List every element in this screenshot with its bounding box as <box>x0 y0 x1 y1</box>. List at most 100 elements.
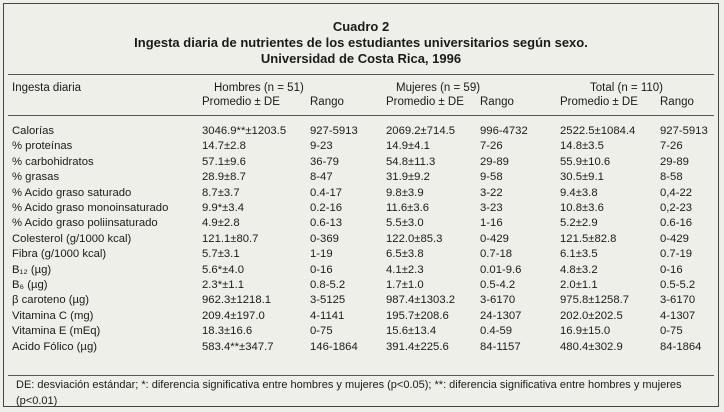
hombres-mean-cell: 3046.9**±1203.5 <box>202 125 287 137</box>
mujeres-mean-cell: 5.5±3.0 <box>386 217 424 230</box>
hombres-mean-cell: 962.3±1218.1 <box>202 294 272 307</box>
total-mean-cell: 975.8±1258.7 <box>560 294 630 307</box>
mujeres-mean-cell: 122.0±85.3 <box>386 232 443 245</box>
hombres-mean-cell: 121.1±80.7 <box>202 232 259 245</box>
hombres-range-cell: 0.8-5.2 <box>310 279 346 291</box>
total-range-cell: 7-26 <box>660 140 683 153</box>
group-header-total: Total (n = 110) <box>590 82 663 94</box>
hombres-mean-cell: 583.4**±347.7 <box>202 340 274 353</box>
total-mean-cell: 16.9±15.0 <box>560 325 611 338</box>
total-mean-cell: 480.4±302.9 <box>560 340 623 353</box>
table-row: B₆ (µg) 2.3*±1.1 0.8-5.2 1.7±1.0 0.5-4.2 2.0±… <box>4 278 718 293</box>
hombres-mean-cell: 4.9±2.8 <box>202 217 240 230</box>
total-mean-cell: 6.1±3.5 <box>560 248 598 261</box>
total-range-cell: 84-1864 <box>660 340 702 353</box>
row-label: Acido Fólico (µg) <box>12 340 97 353</box>
mujeres-range-cell: 1-16 <box>480 217 503 230</box>
hombres-range-cell: 3-5125 <box>310 294 346 307</box>
total-mean-cell: 14.8±3.5 <box>560 140 604 153</box>
row-label: Calorías <box>12 125 55 137</box>
table-subtitle: Universidad de Costa Rica, 1996 <box>260 51 462 66</box>
hombres-range-cell: 927-5913 <box>310 125 358 137</box>
total-mean-cell: 202.0±202.5 <box>560 309 623 322</box>
hombres-range-cell: 0.6-13 <box>310 217 343 230</box>
mean-header-mujeres: Promedio ± DE <box>386 96 464 108</box>
hombres-range-cell: 8-47 <box>310 171 333 184</box>
hombres-mean-cell: 28.9±8.7 <box>202 171 246 184</box>
mujeres-range-cell: 0.5-4.2 <box>480 279 516 291</box>
total-range-cell: 0-16 <box>660 263 683 276</box>
group-header-mujeres: Mujeres (n = 59) <box>396 82 481 94</box>
table-row: Vitamina E (mEq) 18.3±16.6 0-75 15.6±13.4 0.… <box>4 324 718 339</box>
row-label: Vitamina E (mEq) <box>12 325 101 338</box>
mujeres-mean-cell: 9.8±3.9 <box>386 186 424 199</box>
mujeres-mean-cell: 1.7±1.0 <box>386 279 424 291</box>
total-range-cell: 0.7-19 <box>660 248 693 261</box>
hombres-mean-cell: 209.4±197.0 <box>202 309 265 322</box>
mujeres-mean-cell: 15.6±13.4 <box>386 325 437 338</box>
total-range-cell: 0-75 <box>660 325 683 338</box>
total-mean-cell: 30.5±9.1 <box>560 171 604 184</box>
row-label: % carbohidratos <box>12 155 94 168</box>
mujeres-range-cell: 7-26 <box>480 140 503 153</box>
table-row: Calorías 3046.9**±1203.5 927-5913 2069.2±71… <box>4 124 718 139</box>
hombres-mean-cell: 5.6*±4.0 <box>202 263 245 276</box>
mujeres-mean-cell: 54.8±11.3 <box>386 155 436 168</box>
mujeres-range-cell: 996-4732 <box>480 125 528 137</box>
table-row: B₁₂ (µg) 5.6*±4.0 0-16 4.1±2.3 0.01-9.6 4.8±3… <box>4 263 718 278</box>
hombres-mean-cell: 8.7±3.7 <box>202 186 240 199</box>
mujeres-range-cell: 9-58 <box>480 171 503 184</box>
row-label: % proteínas <box>12 140 73 153</box>
hombres-mean-cell: 5.7±3.1 <box>202 248 240 261</box>
table-frame: Cuadro 2 Ingesta diaria de nutrientes de… <box>3 3 719 407</box>
hombres-mean-cell: 2.3*±1.1 <box>202 279 245 291</box>
total-mean-cell: 4.8±3.2 <box>560 263 598 276</box>
header-top-rule <box>8 74 714 75</box>
table-number: Cuadro 2 <box>332 19 390 34</box>
row-label: B₆ (µg) <box>12 279 48 291</box>
total-mean-cell: 55.9±10.6 <box>560 155 611 168</box>
total-range-cell: 927-5913 <box>660 125 708 137</box>
mujeres-range-cell: 24-1307 <box>480 309 522 322</box>
table-row: Colesterol (g/1000 kcal) 121.1±80.7 0-369 1… <box>4 232 718 247</box>
range-header-mujeres: Rango <box>480 96 514 108</box>
mujeres-mean-cell: 987.4±1303.2 <box>386 294 456 307</box>
mean-header-total: Promedio ± DE <box>560 96 638 108</box>
table-row: % Acido graso poliinsaturado 4.9±2.8 0.6-1… <box>4 216 718 231</box>
row-label: Vitamina C (mg) <box>12 309 94 322</box>
total-range-cell: 0,4-22 <box>660 186 693 199</box>
hombres-range-cell: 0.4-17 <box>310 186 343 199</box>
row-label: β caroteno (µg) <box>12 294 90 307</box>
mujeres-range-cell: 0.4-59 <box>480 325 513 338</box>
hombres-mean-cell: 9.9*±3.4 <box>202 202 245 214</box>
total-mean-cell: 2522.5±1084.4 <box>560 125 636 137</box>
total-range-cell: 0-429 <box>660 232 689 245</box>
table-row: % grasas 28.9±8.7 8-47 31.9±9.2 9-58 30.5±9.1… <box>4 170 718 185</box>
mujeres-range-cell: 84-1157 <box>480 340 521 353</box>
hombres-mean-cell: 14.7±2.8 <box>202 140 246 153</box>
mujeres-range-cell: 0.7-18 <box>480 248 513 261</box>
hombres-range-cell: 9-23 <box>310 140 333 153</box>
mujeres-mean-cell: 31.9±9.2 <box>386 171 430 184</box>
table-row: % Acido graso monoinsaturado 9.9*±3.4 0.2-… <box>4 201 718 216</box>
total-mean-cell: 121.5±82.8 <box>560 232 617 245</box>
hombres-range-cell: 0-75 <box>310 325 333 338</box>
row-label: % grasas <box>12 171 60 184</box>
table-row: β caroteno (µg) 962.3±1218.1 3-5125 987.4±1… <box>4 293 718 308</box>
mujeres-range-cell: 3-22 <box>480 186 503 199</box>
hombres-mean-cell: 18.3±16.6 <box>202 325 253 338</box>
total-mean-cell: 10.8±3.6 <box>560 202 604 214</box>
table-row: % Acido graso saturado 8.7±3.7 0.4-17 9.8±3… <box>4 186 718 201</box>
hombres-range-cell: 146-1864 <box>310 340 358 353</box>
table-title: Ingesta diaria de nutrientes de los estu… <box>134 35 588 50</box>
hombres-range-cell: 0.2-16 <box>310 202 343 214</box>
table-row: % proteínas 14.7±2.8 9-23 14.9±4.1 7-26 14.8±… <box>4 139 718 154</box>
total-range-cell: 3-6170 <box>660 294 696 307</box>
total-range-cell: 29-89 <box>660 155 689 168</box>
hombres-mean-cell: 57.1±9.6 <box>202 155 246 168</box>
total-mean-cell: 5.2±2.9 <box>560 217 598 230</box>
table-row: Acido Fólico (µg) 583.4**±347.7 146-1864 39… <box>4 340 718 355</box>
mean-header-hombres: Promedio ± DE <box>202 96 280 108</box>
row-label: % Acido graso saturado <box>12 186 132 199</box>
table-row: Fibra (g/1000 kcal) 5.7±3.1 1-19 6.5±3.8 0.7… <box>4 247 718 262</box>
